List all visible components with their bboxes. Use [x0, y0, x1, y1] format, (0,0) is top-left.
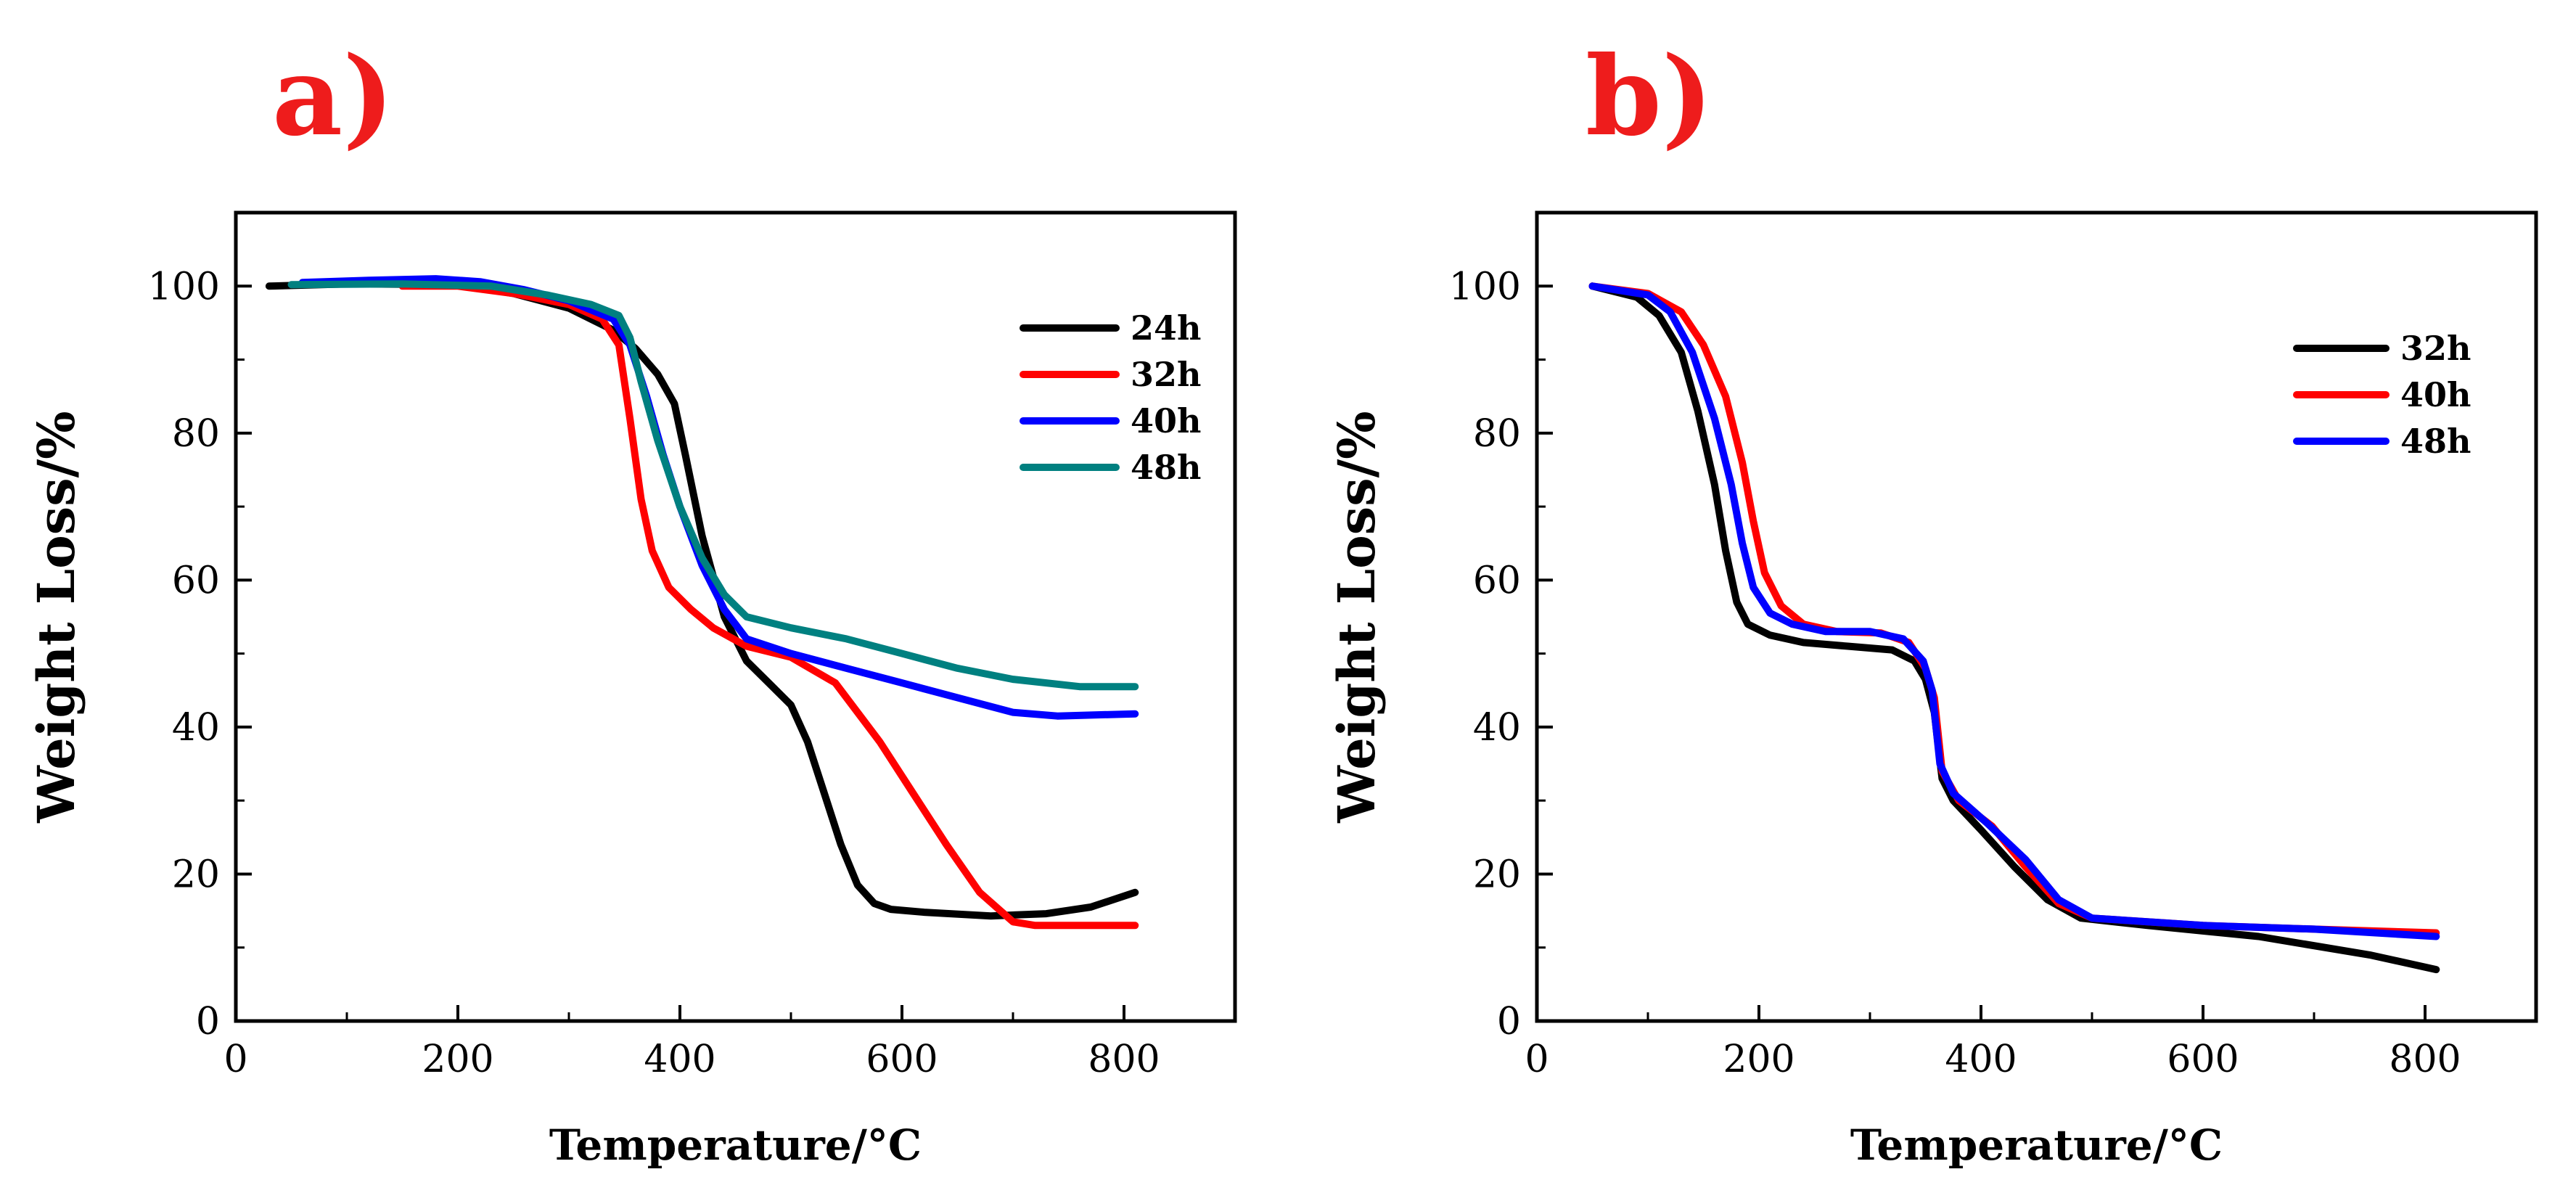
- y-tick-label: 0: [196, 1000, 220, 1044]
- plot-frame: [1535, 210, 2538, 1023]
- legend-label-48h: 48h: [2400, 422, 2471, 461]
- y-tick-label: 0: [1497, 1000, 1521, 1044]
- series-line-32h: [398, 282, 1139, 930]
- y-tick-label: 80: [1473, 412, 1521, 456]
- series-line-24h: [265, 280, 1139, 920]
- x-axis-title: Temperature/°C: [549, 1120, 922, 1170]
- legend-label-32h: 32h: [1131, 355, 1201, 394]
- x-tick-label: 400: [644, 1038, 715, 1081]
- y-axis-title: Weight Loss/%: [1326, 411, 1387, 823]
- series-line-48h: [287, 280, 1139, 691]
- y-tick-label: 20: [1473, 853, 1521, 896]
- y-tick-label: 60: [172, 559, 220, 602]
- y-axis-title: Weight Loss/%: [26, 411, 86, 823]
- x-tick-label: 200: [422, 1038, 493, 1081]
- x-tick-label: 0: [1525, 1038, 1549, 1081]
- legend-label-24h: 24h: [1131, 308, 1201, 348]
- y-tick-label: 100: [148, 265, 220, 308]
- x-axis-title: Temperature/°C: [1850, 1120, 2223, 1170]
- y-tick-label: 100: [1449, 265, 1521, 308]
- legend-label-32h: 32h: [2400, 329, 2471, 368]
- y-tick-label: 60: [1473, 559, 1521, 602]
- legend-label-40h: 40h: [1131, 401, 1201, 440]
- y-tick-label: 20: [172, 853, 220, 896]
- x-tick-label: 200: [1723, 1038, 1794, 1081]
- plot-frame: [234, 210, 1237, 1023]
- y-tick-label: 40: [172, 706, 220, 750]
- panel-label: a): [272, 33, 394, 160]
- x-tick-label: 0: [223, 1038, 247, 1081]
- legend-label-48h: 48h: [1131, 448, 1201, 487]
- x-tick-label: 800: [1088, 1038, 1160, 1081]
- x-tick-label: 600: [866, 1038, 938, 1081]
- y-tick-label: 40: [1473, 706, 1521, 750]
- panel-label: b): [1586, 33, 1713, 160]
- x-tick-label: 600: [2167, 1038, 2239, 1081]
- x-tick-label: 800: [2389, 1038, 2461, 1081]
- x-tick-label: 400: [1945, 1038, 2017, 1081]
- series-line-48h: [1588, 282, 2440, 940]
- series-line-32h: [1588, 282, 2440, 974]
- chart-panel-a: a) 0 200 400 600 800 0 20 40 60 80 100 24h 32h 40h 48h T…: [26, 33, 1237, 1170]
- y-tick-label: 80: [172, 412, 220, 456]
- legend-label-40h: 40h: [2400, 375, 2471, 414]
- chart-panel-b: b) 0 200 400 600 800 0 20 40 60 80 100 32h 40h 48h Temp…: [1326, 33, 2538, 1170]
